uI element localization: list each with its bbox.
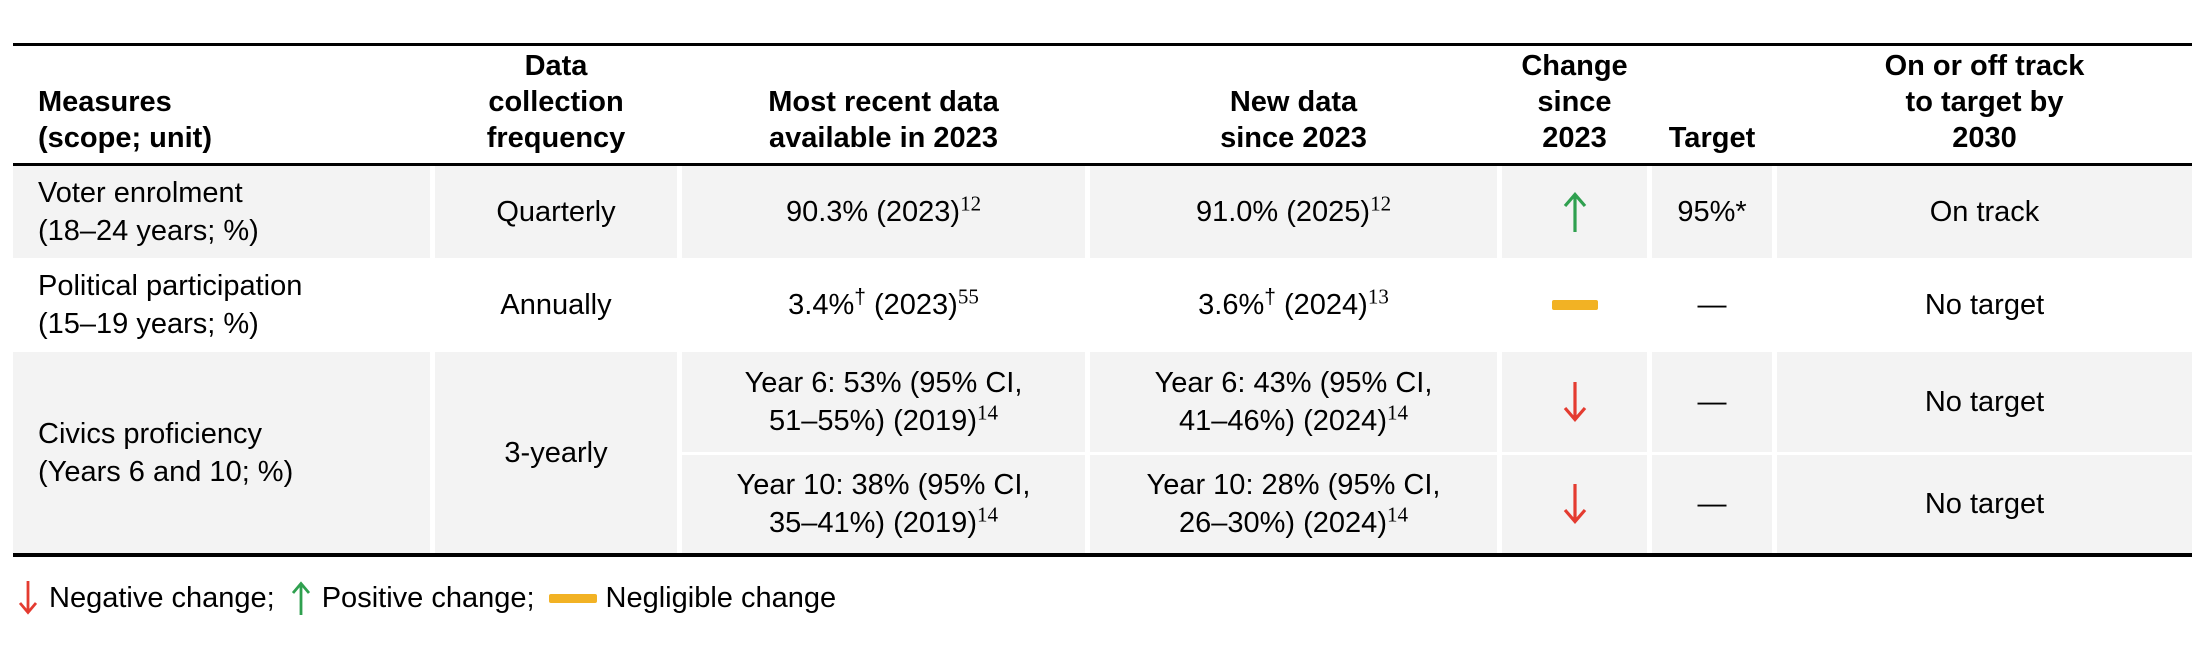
header-track: On or off track to target by 2030 xyxy=(1884,50,2085,154)
header-bottom-rule xyxy=(13,163,2192,166)
new-data-cell: Year 6: 43% (95% CI, 41–46%) (2024)14 xyxy=(1090,352,1497,452)
header-most-recent: Most recent data available in 2023 xyxy=(768,86,999,154)
arrow-up-icon xyxy=(289,579,313,617)
legend-label: Positive change; xyxy=(321,582,535,614)
legend-label: Negligible change xyxy=(605,582,837,614)
table-bottom-rule xyxy=(13,553,2192,557)
arrow-down-icon xyxy=(1560,443,1590,565)
negligible-dash-icon xyxy=(548,593,597,603)
arrow-up-icon xyxy=(1560,151,1590,273)
legend-positive: Positive change; xyxy=(289,578,535,618)
measure-political-participation: Political participation (15–19 years; %) xyxy=(38,270,303,340)
track-cell: No target xyxy=(1924,289,2045,321)
frequency-cell: Annually xyxy=(500,289,612,321)
frequency-cell: 3-yearly xyxy=(435,352,677,553)
track-cell: On track xyxy=(1777,166,2192,258)
negligible-dash-icon xyxy=(1551,262,1598,348)
frequency-cell: Quarterly xyxy=(435,166,677,258)
track-cell: No target xyxy=(1777,352,2192,452)
arrow-down-icon xyxy=(1560,341,1590,463)
change-cell-negative xyxy=(1502,452,1647,553)
recent-data-cell: 90.3% (2023)12 xyxy=(682,166,1085,258)
change-cell-negligible xyxy=(1502,258,1647,352)
legend-label: Negative change; xyxy=(49,582,275,614)
change-cell-positive xyxy=(1502,166,1647,258)
recent-data-cell: 3.4%† (2023)55 xyxy=(788,284,979,321)
header-measures: Measures (scope; unit) xyxy=(38,86,212,154)
indicators-table: Measures (scope; unit) Data collection f… xyxy=(13,43,2192,557)
header-new-data: New data since 2023 xyxy=(1220,86,1367,154)
recent-data-cell: Year 6: 53% (95% CI, 51–55%) (2019)14 xyxy=(682,352,1085,452)
recent-data-cell: Year 10: 38% (95% CI, 35–41%) (2019)14 xyxy=(682,452,1085,553)
table-top-rule xyxy=(13,43,2192,46)
arrow-down-icon xyxy=(16,579,40,617)
header-change: Change since 2023 xyxy=(1521,50,1628,154)
measure-voter-enrolment: Voter enrolment (18–24 years; %) xyxy=(13,166,430,258)
target-cell: — xyxy=(1652,452,1772,553)
header-target: Target xyxy=(1668,122,1756,154)
new-data-cell: 91.0% (2025)12 xyxy=(1090,166,1497,258)
change-legend: Negative change; Positive change; Neglig… xyxy=(16,578,850,618)
legend-negative: Negative change; xyxy=(16,578,275,618)
target-cell: — xyxy=(1697,289,1727,321)
track-cell: No target xyxy=(1777,452,2192,553)
change-cell-negative xyxy=(1502,352,1647,452)
target-cell: — xyxy=(1652,352,1772,452)
new-data-cell: Year 10: 28% (95% CI, 26–30%) (2024)14 xyxy=(1090,452,1497,553)
legend-negligible: Negligible change xyxy=(548,578,837,618)
header-frequency: Data collection frequency xyxy=(486,50,626,154)
new-data-cell: 3.6%† (2024)13 xyxy=(1198,284,1389,321)
measure-civics-proficiency: Civics proficiency (Years 6 and 10; %) xyxy=(13,352,430,553)
target-cell: 95%* xyxy=(1652,166,1772,258)
